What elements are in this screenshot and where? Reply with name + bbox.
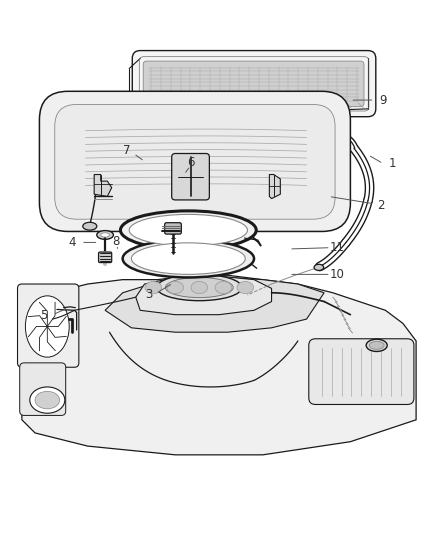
Ellipse shape	[101, 233, 110, 237]
Ellipse shape	[215, 281, 232, 294]
Text: 8: 8	[113, 235, 120, 248]
Ellipse shape	[25, 296, 69, 357]
Text: 2: 2	[377, 199, 385, 212]
Polygon shape	[269, 174, 280, 199]
FancyBboxPatch shape	[99, 252, 112, 263]
Text: 3: 3	[145, 288, 152, 302]
Ellipse shape	[83, 222, 97, 230]
Text: 1: 1	[388, 157, 396, 170]
Ellipse shape	[237, 281, 254, 294]
FancyBboxPatch shape	[172, 154, 209, 200]
Ellipse shape	[366, 339, 387, 351]
Ellipse shape	[167, 281, 184, 294]
Ellipse shape	[97, 231, 113, 239]
Text: 5: 5	[40, 310, 47, 322]
Ellipse shape	[314, 264, 324, 270]
Ellipse shape	[157, 274, 242, 301]
Text: 7: 7	[123, 144, 131, 157]
FancyBboxPatch shape	[165, 223, 181, 234]
Ellipse shape	[129, 214, 247, 246]
Ellipse shape	[166, 278, 233, 297]
Polygon shape	[94, 174, 112, 197]
FancyBboxPatch shape	[39, 91, 350, 231]
FancyBboxPatch shape	[20, 363, 66, 415]
Polygon shape	[22, 275, 416, 455]
Polygon shape	[136, 276, 272, 314]
Ellipse shape	[131, 243, 245, 274]
Text: 10: 10	[330, 268, 345, 281]
FancyBboxPatch shape	[309, 339, 414, 405]
Text: 9: 9	[379, 94, 387, 107]
Text: 4: 4	[68, 236, 76, 249]
FancyBboxPatch shape	[143, 61, 364, 107]
FancyBboxPatch shape	[18, 284, 79, 367]
Text: 11: 11	[330, 241, 345, 254]
Ellipse shape	[369, 342, 384, 349]
Ellipse shape	[120, 211, 256, 249]
Polygon shape	[105, 278, 324, 332]
FancyBboxPatch shape	[55, 104, 335, 219]
Ellipse shape	[191, 281, 208, 294]
Ellipse shape	[286, 125, 302, 134]
Text: 6: 6	[187, 156, 194, 169]
FancyBboxPatch shape	[132, 51, 376, 117]
Ellipse shape	[35, 391, 60, 409]
Ellipse shape	[30, 387, 65, 413]
Ellipse shape	[123, 240, 254, 278]
Ellipse shape	[145, 281, 162, 294]
